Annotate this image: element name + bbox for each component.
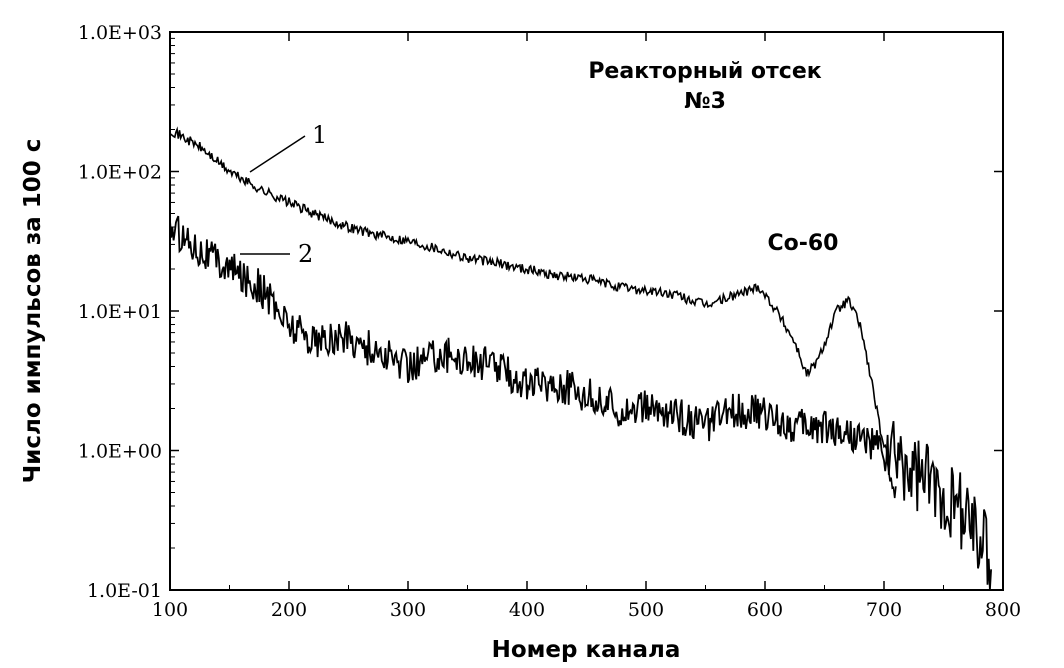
x-tick-label: 600 (747, 599, 783, 621)
x-tick-label: 800 (985, 599, 1021, 621)
series-1-line (169, 126, 897, 499)
y-tick-label: 1.0E+02 (78, 162, 162, 184)
x-tick-label: 200 (271, 599, 307, 621)
y-tick-label: 1.0E-01 (87, 580, 162, 602)
x-tick-label: 100 (152, 599, 188, 621)
y-tick-label: 1.0E+00 (78, 441, 162, 463)
chart-annotation-line2: №3 (684, 89, 726, 114)
x-tick-label: 300 (390, 599, 426, 621)
y-tick-label: 1.0E+03 (78, 22, 162, 44)
y-tick-label: 1.0E+01 (78, 301, 162, 323)
x-tick-labels: 100 200 300 400 500 600 700 800 (152, 599, 1021, 621)
chart-annotation-line1: Реакторный отсек (588, 59, 821, 84)
series-1-label: 1 (312, 121, 327, 149)
x-tick-label: 700 (866, 599, 902, 621)
x-axis-title: Номер канала (492, 637, 681, 663)
series-2-label: 2 (298, 240, 313, 268)
series-curves (169, 126, 992, 591)
y-tick-labels: 1.0E+03 1.0E+02 1.0E+01 1.0E+00 1.0E-01 (78, 22, 162, 602)
x-tick-label: 500 (628, 599, 664, 621)
isotope-label: Co-60 (767, 231, 838, 256)
x-tick-label: 400 (509, 599, 545, 621)
axis-ticks (169, 31, 1004, 591)
y-axis-title: Число импульсов за 100 с (20, 139, 46, 484)
series-2-line (169, 215, 992, 591)
plot-frame (169, 31, 1004, 591)
series-1-leader-line (249, 135, 306, 173)
